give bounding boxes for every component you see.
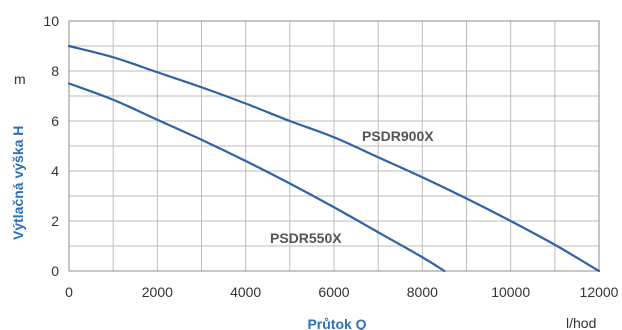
series-line-psdr900x [67,44,601,273]
y-tick-labels: 0 2 4 6 8 10 [43,13,59,279]
y-unit-label: m [14,71,26,87]
x-tick-label: 10000 [491,284,530,300]
x-tick-label: 8000 [407,284,438,300]
y-axis-title: Výtlačná výška H [10,126,26,240]
x-tick-label: 4000 [230,284,261,300]
series-line-psdr550x [67,82,446,273]
y-tick-label: 0 [51,263,59,279]
y-tick-label: 4 [51,163,59,179]
series-label-psdr550x: PSDR550X [270,230,342,246]
x-tick-label: 0 [65,284,73,300]
y-tick-label: 10 [43,13,59,29]
plot-area [68,20,600,272]
x-axis-title: Průtok Q [307,316,366,330]
y-tick-label: 8 [51,63,59,79]
x-unit-label: l/hod [566,315,596,330]
series-curves [67,44,601,273]
x-tick-labels: 0 2000 4000 6000 8000 10000 12000 [65,284,619,300]
y-tick-label: 6 [51,113,59,129]
x-tick-label: 12000 [580,284,619,300]
x-tick-label: 6000 [318,284,349,300]
series-label-psdr900x: PSDR900X [362,128,434,144]
y-tick-label: 2 [51,213,59,229]
x-tick-label: 2000 [142,284,173,300]
